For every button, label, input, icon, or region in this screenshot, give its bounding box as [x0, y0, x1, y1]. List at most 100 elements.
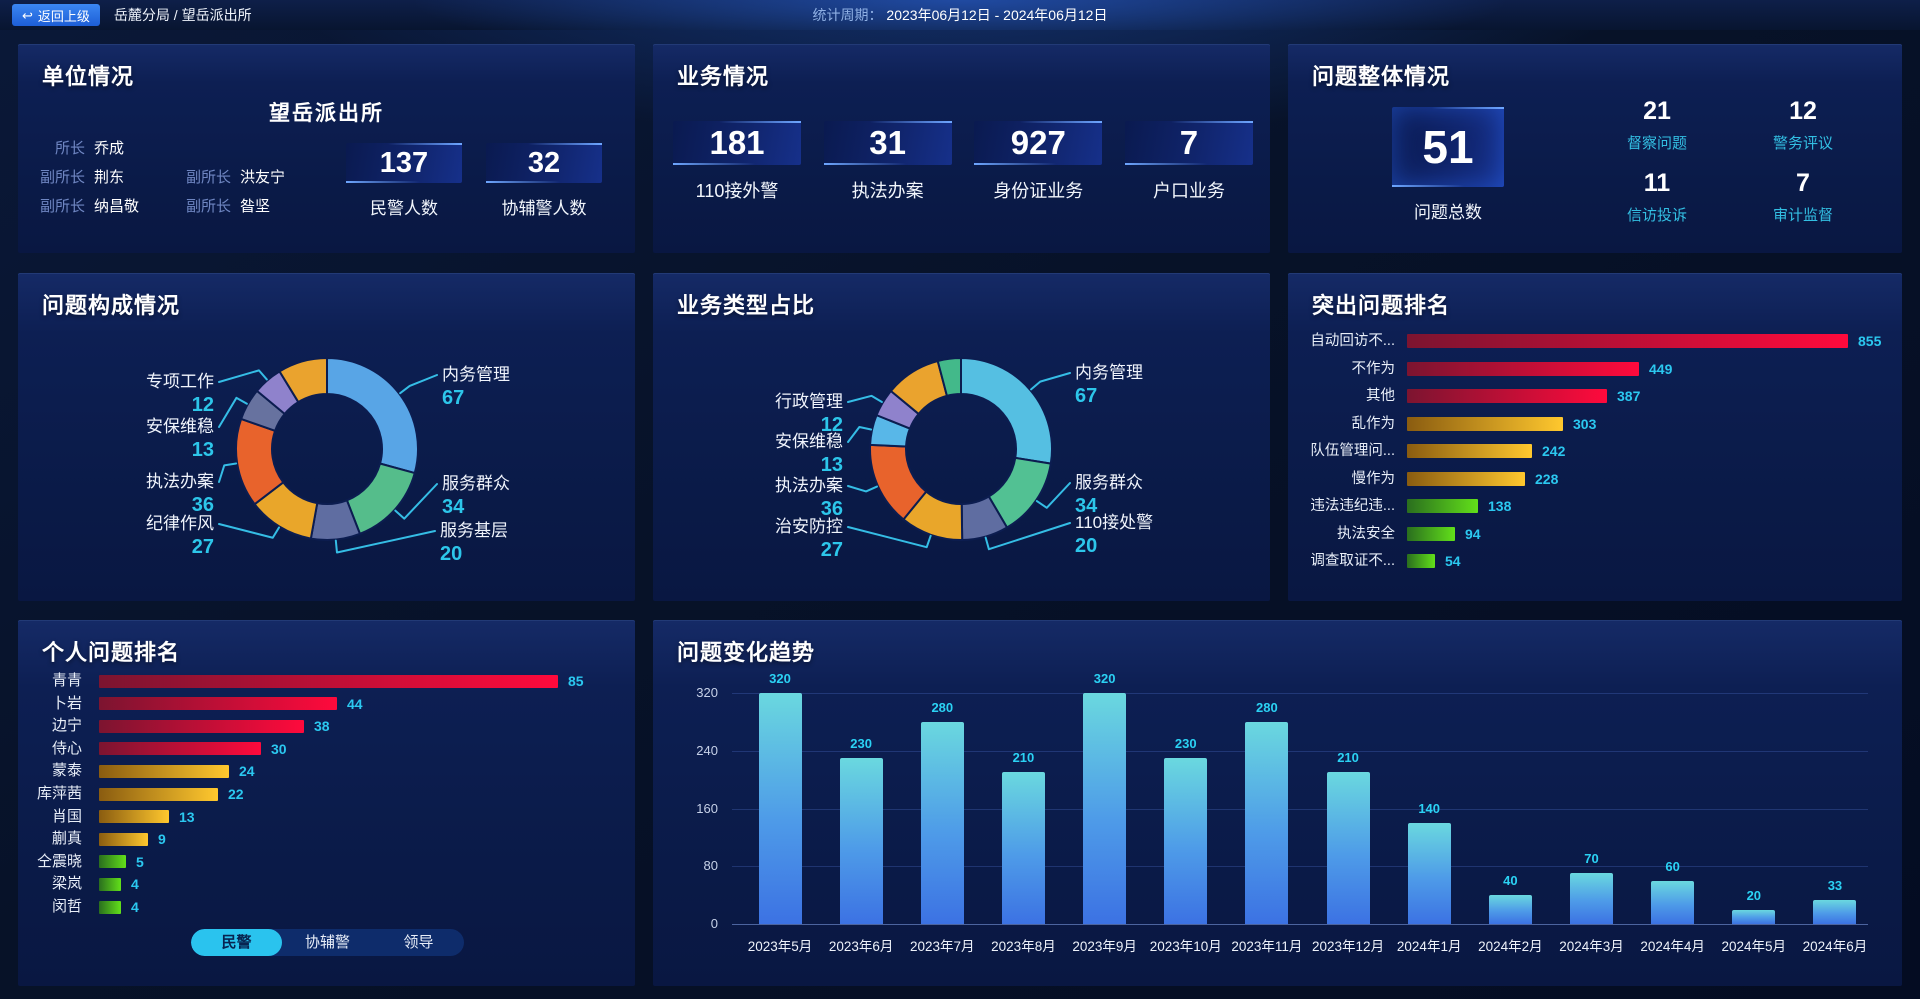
bar-value: 9: [158, 831, 166, 848]
stat-value: 32: [486, 143, 602, 183]
bar: [1407, 361, 1639, 376]
donut-label-name: 服务基层: [440, 521, 508, 540]
role-label: 副所长: [185, 169, 231, 186]
donut-label-line: [984, 522, 1071, 551]
issue-ranking-bar-chart: 自动回访不... 855 不作为 449 其他 387 乱作为 303 队伍管理问... 242 慢…: [1288, 274, 1902, 601]
business-stats: 181 110接外警 31 执法办案 927 身份证业务 7 户口业务: [673, 121, 1253, 203]
panel-personal-ranking: 个人问题排名 青青 85 卜岩 44 边宁 38 侍心 30 蒙泰 24 库萍茜 22 肖国 13 蒯真 9 仝…: [18, 620, 635, 986]
donut-label: 治安防控 27: [775, 516, 843, 563]
stat-value: 7: [1796, 169, 1810, 197]
stat-label: 户口业务: [1152, 181, 1225, 201]
stat-law-enforcement: 31 执法办案: [823, 121, 952, 203]
x-tick-label: 2023年9月: [1072, 939, 1137, 954]
x-tick-label: 2023年12月: [1312, 939, 1385, 954]
x-tick-label: 2024年3月: [1559, 939, 1624, 954]
stat-value: 137: [346, 143, 462, 183]
stat-id-card: 927 身份证业务: [974, 121, 1103, 203]
donut-label-line: [394, 483, 438, 520]
bar: [1407, 554, 1435, 568]
panel-problem-overview: 问题整体情况 51 问题总数 21 督察问题 12 警务评议 11 信访投诉 7…: [1288, 44, 1902, 253]
x-tick-label: 2023年6月: [828, 939, 894, 954]
problem-trend-bar-chart: 0 80 160 240 320 320 2023年5月 230 2023年6月 280 2023年…: [653, 621, 1902, 986]
panel-title: 问题整体情况: [1312, 64, 1451, 89]
bar: [99, 764, 229, 778]
bar-value: 242: [1542, 443, 1566, 459]
stat-auxiliary-count: 32 协辅警人数: [486, 143, 602, 219]
donut-label-name: 内务管理: [1075, 363, 1143, 382]
bar: [99, 742, 261, 756]
role-name: 洪友宁: [240, 169, 286, 186]
tab-minjing[interactable]: 民警: [191, 929, 282, 956]
donut-label-line: [218, 396, 248, 428]
stat-label: 110接外警: [695, 181, 779, 201]
trend-bar: [1245, 722, 1289, 924]
role-name: 乔成: [94, 140, 125, 157]
bar-category-label: 不作为: [1351, 360, 1396, 377]
bar-value-label: 320: [1093, 671, 1116, 686]
bar: [99, 855, 126, 869]
panel-title: 业务类型占比: [677, 293, 816, 318]
bar-value: 13: [179, 808, 195, 825]
role-name: 荆东: [94, 169, 125, 186]
bar-category-label: 青青: [51, 672, 82, 689]
panel-issue-ranking: 突出问题排名 自动回访不... 855 不作为 449 其他 387 乱作为 303 队伍管理问…: [1288, 273, 1902, 601]
donut-label-name: 内务管理: [442, 365, 510, 384]
donut-label-line: [847, 485, 879, 493]
donut-label: 安保维稳 13: [146, 416, 214, 463]
bar-value: 24: [239, 763, 255, 780]
bar-value: 138: [1488, 498, 1512, 514]
donut-label: 服务群众 34: [442, 473, 510, 520]
tab-xiefujing[interactable]: 协辅警: [304, 934, 350, 951]
x-tick-label: 2024年5月: [1721, 939, 1787, 954]
bar-value: 228: [1535, 470, 1559, 487]
bar-category-label: 队伍管理问...: [1310, 443, 1395, 459]
donut-label-line: [1035, 482, 1071, 509]
stat-problem-total: 51 问题总数: [1392, 107, 1504, 223]
x-tick-label: 2024年6月: [1802, 939, 1868, 954]
bar-value-label: 20: [1746, 888, 1762, 903]
donut-label-value: 12: [191, 394, 214, 416]
tab-lingdao[interactable]: 领导: [403, 934, 434, 951]
trend-bar: [1570, 873, 1613, 924]
donut-label: 纪律作风 27: [146, 513, 214, 560]
donut-label: 行政管理 12: [775, 391, 843, 438]
bar-category-label: 卜岩: [51, 694, 82, 712]
donut-segment-服务群众: [345, 462, 416, 535]
bar-category-label: 蒯真: [51, 830, 82, 848]
donut-label-value: 27: [191, 536, 214, 558]
donut-label: 执法办案 36: [775, 475, 843, 522]
bar: [1407, 416, 1563, 431]
donut-label-name: 治安防控: [775, 517, 843, 536]
role-name: [240, 137, 360, 158]
donut-label: 110接处警 20: [1075, 512, 1153, 559]
donut-label: 专项工作 12: [146, 371, 214, 418]
bar: [1407, 444, 1532, 458]
bar-category-label: 边宁: [51, 717, 82, 735]
donut-label-value: 36: [191, 494, 214, 516]
bar-value: 30: [271, 740, 287, 757]
bar-value-label: 40: [1503, 873, 1518, 888]
back-button[interactable]: ↩ 返回上级: [12, 4, 100, 26]
bar: [99, 900, 121, 914]
panel-title: 突出问题排名: [1312, 293, 1451, 318]
role-label: 副所长: [39, 198, 85, 215]
bar-value: 387: [1617, 388, 1641, 404]
stat-110-dispatch: 181 110接外警: [673, 121, 801, 203]
leadership-list: 所长 乔成 副所长 荆东 副所长 洪友宁 副所长 纳昌敬 副所长 昝坚: [36, 137, 360, 216]
trend-bar: [758, 693, 802, 924]
bar-value-label: 280: [1256, 700, 1278, 715]
bar-value: 94: [1465, 525, 1481, 542]
stat-label: 协辅警人数: [501, 199, 587, 218]
trend-bar: [1651, 881, 1695, 924]
panel-business-overview: 业务情况 181 110接外警 31 执法办案 927 身份证业务 7 户口业务: [653, 44, 1270, 253]
bar-value: 303: [1573, 415, 1597, 432]
panel-unit-overview: 单位情况 望岳派出所 所长 乔成 副所长 荆东 副所长 洪友宁 副所长 纳昌敬 …: [18, 44, 635, 253]
bar-category-label: 蒙泰: [51, 762, 82, 780]
panel-business-type-ratio: 业务类型占比 内务管理 67 服务群众 34 110接处警 20 治安防控 27 执法办案 36 安…: [653, 273, 1270, 601]
bar-category-label: 侍心: [51, 739, 82, 757]
problem-source-grid: 21 督察问题 12 警务评议 11 信访投诉 7 审计监督: [1584, 97, 1876, 225]
y-tick-label: 160: [696, 800, 718, 816]
donut-label-line: [218, 462, 238, 483]
stat-value: 181: [673, 121, 801, 165]
stat-value: 12: [1789, 97, 1817, 125]
